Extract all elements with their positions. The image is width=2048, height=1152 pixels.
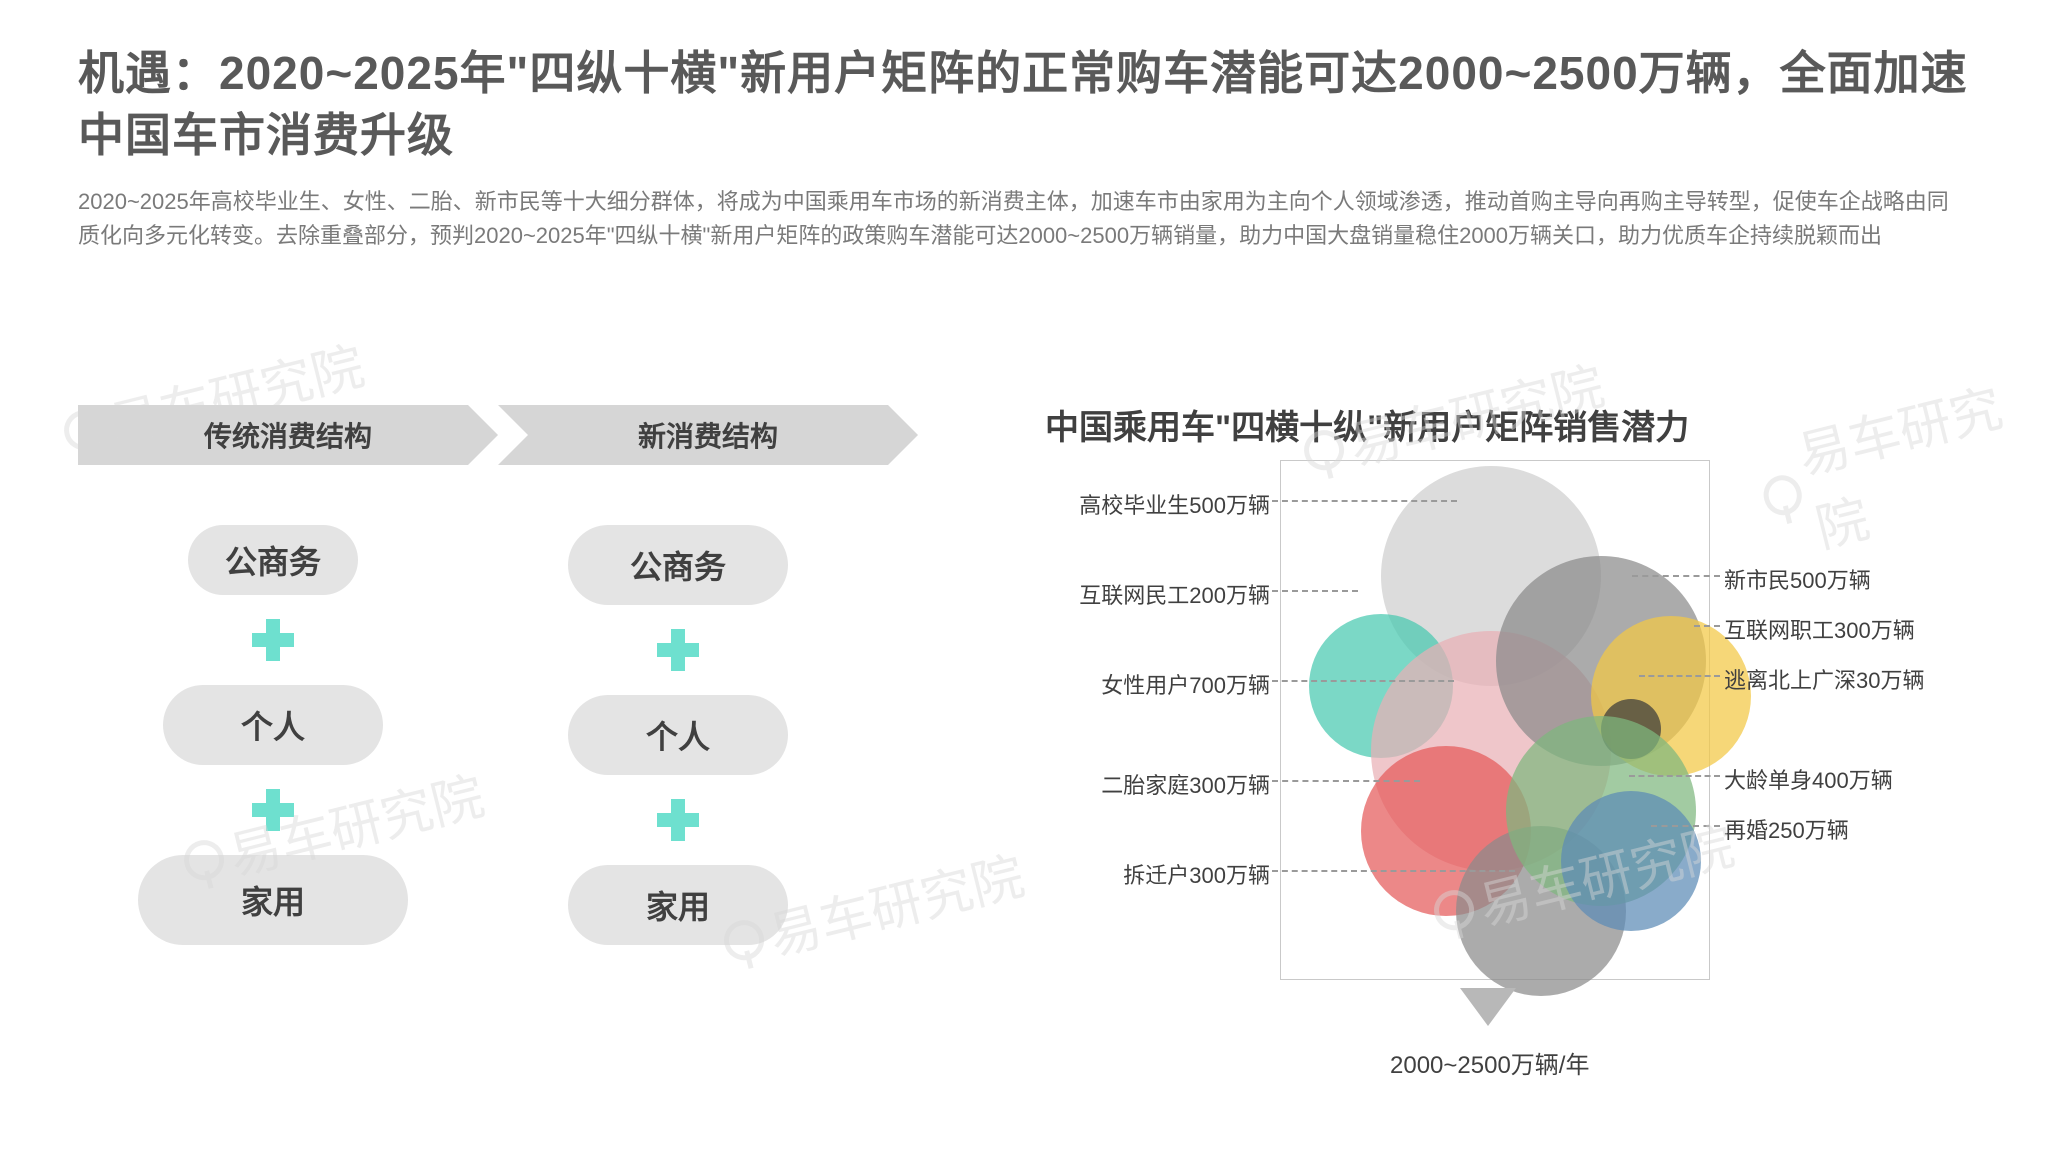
flow-pill: 公商务 (188, 525, 358, 595)
leader-line (1639, 675, 1720, 677)
bubble-label: 拆迁户300万辆 (1123, 858, 1270, 890)
plus-icon (657, 629, 699, 671)
flow-headers: 传统消费结构 新消费结构 (78, 405, 968, 465)
bubble-label: 二胎家庭300万辆 (1101, 768, 1270, 800)
slide-title: 机遇：2020~2025年"四纵十横"新用户矩阵的正常购车潜能可达2000~25… (78, 42, 1970, 166)
flow-pill: 家用 (138, 855, 408, 945)
leader-line (1272, 500, 1457, 502)
bubble-label: 女性用户700万辆 (1101, 668, 1270, 700)
leader-line (1272, 780, 1420, 782)
leader-line (1694, 625, 1720, 627)
flow-columns: 公商务个人家用公商务个人家用 (78, 525, 968, 945)
down-arrow-icon (1460, 988, 1516, 1026)
plus-icon (252, 619, 294, 661)
flow-pill: 家用 (568, 865, 788, 945)
flow-pill: 公商务 (568, 525, 788, 605)
leader-line (1272, 590, 1358, 592)
leader-line (1651, 825, 1720, 827)
leader-line (1272, 870, 1515, 872)
leader-line (1632, 575, 1721, 577)
bubble-label: 再婚250万辆 (1724, 813, 1849, 845)
plus-icon (252, 789, 294, 831)
leader-line (1629, 775, 1721, 777)
flow-diagram: 传统消费结构 新消费结构 公商务个人家用公商务个人家用 (78, 405, 968, 945)
bubble-label: 逃离北上广深30万辆 (1724, 663, 1924, 695)
flow-column: 公商务个人家用 (138, 525, 408, 945)
bubble-label: 互联网职工300万辆 (1724, 613, 1915, 645)
bubble-chart-box (1280, 460, 1710, 980)
bubble (1561, 791, 1701, 931)
bubble-label: 大龄单身400万辆 (1724, 763, 1893, 795)
bubble-label: 新市民500万辆 (1724, 563, 1871, 595)
bubble-total-label: 2000~2500万辆/年 (1390, 1045, 1589, 1080)
flow-pill: 个人 (568, 695, 788, 775)
bubble-chart-title: 中国乘用车"四横十纵"新用户矩阵销售潜力 (1045, 400, 1689, 449)
bubble-label: 高校毕业生500万辆 (1079, 488, 1270, 520)
flow-pill: 个人 (163, 685, 383, 765)
flow-header-arrow: 传统消费结构 (78, 405, 498, 465)
flow-header-arrow: 新消费结构 (498, 405, 918, 465)
leader-line (1272, 680, 1454, 682)
plus-icon (657, 799, 699, 841)
bubble-label: 互联网民工200万辆 (1079, 578, 1270, 610)
flow-column: 公商务个人家用 (568, 525, 788, 945)
slide-subtitle: 2020~2025年高校毕业生、女性、二胎、新市民等十大细分群体，将成为中国乘用… (78, 185, 1970, 253)
watermark: 易车研究院 (1746, 357, 2048, 572)
